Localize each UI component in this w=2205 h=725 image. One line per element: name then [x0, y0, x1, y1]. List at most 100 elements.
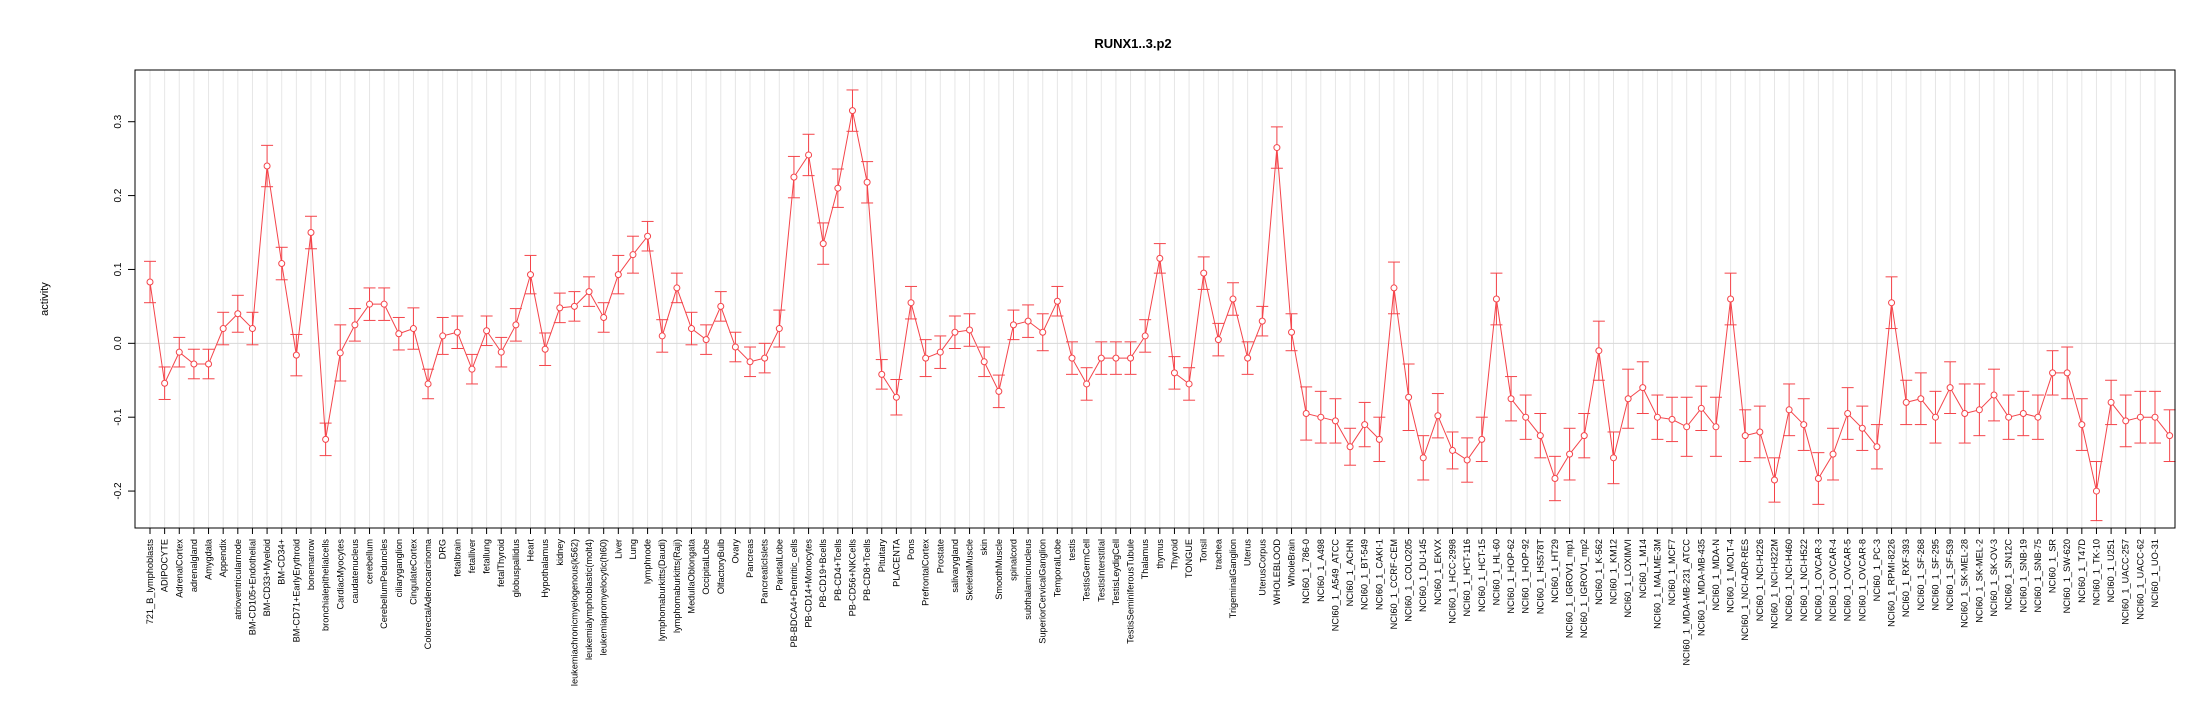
data-point — [541, 345, 549, 353]
data-point — [951, 328, 959, 336]
data-point — [527, 271, 535, 279]
x-tick-label: NCI60_1_MDA-N — [1711, 539, 1721, 610]
data-point — [307, 229, 315, 237]
data-point — [1639, 384, 1647, 392]
data-point — [1097, 354, 1105, 362]
x-tick-label: NCI60_1_SK-MEL-28 — [1960, 539, 1970, 628]
x-tick-label: NCI60_1_MDA-MB-231_ATCC — [1682, 539, 1692, 666]
data-point — [1009, 321, 1017, 329]
x-tick-label: NCI60_1_ACHN — [1345, 539, 1355, 606]
x-tick-label: PrefrontalCortex — [921, 539, 931, 606]
data-point — [1507, 395, 1515, 403]
x-tick-label: NCI60_1_OVCAR-5 — [1843, 539, 1853, 621]
data-point — [1888, 299, 1896, 307]
x-tick-label: NCI60_1_SW-620 — [2062, 539, 2072, 613]
x-tick-label: MedullaOblongata — [686, 538, 696, 613]
data-point — [1610, 454, 1618, 462]
x-tick-label: Thalamus — [1140, 539, 1150, 580]
x-tick-label: NCI60_1_HOP-92 — [1521, 539, 1531, 614]
data-point — [322, 435, 330, 443]
data-point — [1931, 413, 1939, 421]
y-tick-label: 0.1 — [113, 262, 124, 276]
data-point — [1229, 295, 1237, 303]
grid-layer — [135, 70, 2175, 528]
x-tick-label: NCI60_1_SNB-75 — [2033, 539, 2043, 613]
data-point — [1288, 328, 1296, 336]
x-tick-label: WholeBrain — [1287, 539, 1297, 587]
series-layer — [144, 89, 2176, 522]
data-point — [292, 351, 300, 359]
data-point — [570, 302, 578, 310]
x-tick-label: PB-CD8+Tcells — [862, 539, 872, 601]
x-tick-label: UterusCorpus — [1257, 539, 1267, 596]
x-tick-label: NCI60_1_HS578T — [1535, 539, 1545, 614]
x-tick-label: TestisLeydigCell — [1111, 539, 1121, 605]
x-tick-label: NCI60_1_CAKI-1 — [1374, 539, 1384, 610]
x-tick-label: TestisInterstitial — [1096, 539, 1106, 602]
y-tick-label: -0.2 — [113, 482, 124, 500]
data-point — [1858, 424, 1866, 432]
data-point — [790, 173, 798, 181]
x-tick-label: OccipitalLobe — [701, 539, 711, 595]
x-tick-label: NCI60_1_NCI-ADR-RES — [1740, 539, 1750, 641]
x-tick-label: NCI60_1_SF-268 — [1916, 539, 1926, 611]
data-point — [2092, 487, 2100, 495]
x-tick-label: NCI60_1_OVCAR-4 — [1828, 539, 1838, 621]
data-point — [1668, 415, 1676, 423]
x-tick-label: Liver — [613, 539, 623, 559]
x-tick-label: NCI60_1_HCC-2998 — [1448, 539, 1458, 624]
x-tick-label: NCI60_1_HL-60 — [1491, 539, 1501, 605]
x-tick-label: subthalamicnucleus — [1023, 539, 1033, 620]
x-tick-label: Tonsil — [1199, 539, 1209, 563]
x-tick-label: Pituitary — [877, 539, 887, 573]
data-point — [1375, 435, 1383, 443]
x-tick-label: SuperiorCervicalGanglion — [1038, 539, 1048, 644]
x-tick-label: fetalThyroid — [496, 539, 506, 587]
x-tick-label: NCI60_1_DU-145 — [1418, 539, 1428, 612]
x-tick-label: 721_B_lymphoblasts — [145, 539, 155, 625]
x-tick-label: NCI60_1_U251 — [2106, 539, 2116, 602]
x-tick-label: atrioventricularnode — [233, 539, 243, 620]
x-tick-label: Pons — [906, 539, 916, 560]
x-tick-label: TrigeminalGanglion — [1228, 539, 1238, 618]
x-tick-label: PB-BDCA4+Dentritic_cells — [789, 539, 799, 648]
x-tick-label: spinalcord — [1008, 539, 1018, 581]
x-tick-label: ColorectalAdenocarcinoma — [423, 538, 433, 649]
data-point — [556, 304, 564, 312]
x-tick-label: NCI60_1_CCRF-CEM — [1389, 539, 1399, 629]
x-tick-label: cerebellum — [365, 539, 375, 584]
data-point — [1258, 317, 1266, 325]
x-tick-label: leukemiachronicmyelogenous(k562) — [569, 539, 579, 686]
data-point — [146, 278, 154, 286]
data-point — [2019, 410, 2027, 417]
data-point — [878, 370, 886, 378]
data-point — [805, 151, 813, 159]
data-point — [380, 300, 388, 308]
data-point — [219, 325, 227, 333]
data-point — [1112, 354, 1120, 362]
data-point — [1068, 354, 1076, 362]
x-tick-label: NCI60_1_HOP-62 — [1506, 539, 1516, 614]
x-tick-label: PLACENTA — [891, 538, 901, 587]
data-point — [161, 379, 169, 387]
data-point — [1200, 269, 1208, 277]
data-point — [1331, 417, 1339, 425]
data-point — [1405, 393, 1413, 401]
x-tick-label: fetalbrain — [452, 539, 462, 577]
x-tick-label: NCI60_1_A498 — [1316, 539, 1326, 602]
data-point — [1800, 421, 1808, 429]
x-tick-label: caudatenucleus — [350, 539, 360, 604]
data-point — [1449, 446, 1457, 454]
data-point — [2151, 413, 2159, 421]
data-point — [1946, 384, 1954, 392]
data-point — [980, 358, 988, 366]
data-point — [1522, 413, 1530, 421]
data-point — [1361, 421, 1369, 429]
data-point — [1273, 144, 1281, 152]
data-point — [1961, 410, 1969, 417]
x-tick-label: testis — [1067, 539, 1077, 561]
x-tick-label: NCI60_1_M14 — [1638, 539, 1648, 598]
data-point — [1975, 406, 1983, 414]
data-point — [1712, 423, 1720, 431]
x-tick-label: NCI60_1_UACC-62 — [2135, 539, 2145, 620]
